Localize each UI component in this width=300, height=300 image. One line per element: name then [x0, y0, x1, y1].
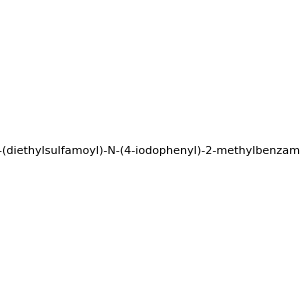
Text: 5-(diethylsulfamoyl)-N-(4-iodophenyl)-2-methylbenzamide: 5-(diethylsulfamoyl)-N-(4-iodophenyl)-2-… — [0, 146, 300, 157]
